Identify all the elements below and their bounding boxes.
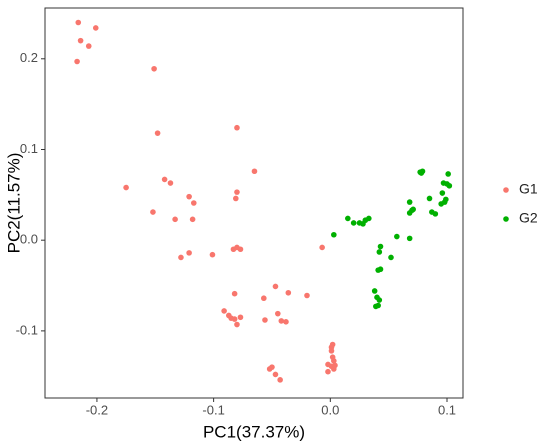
point <box>376 249 383 255</box>
point <box>443 196 449 203</box>
point <box>234 124 240 131</box>
point <box>237 314 244 321</box>
point <box>445 171 451 177</box>
point <box>272 283 279 290</box>
point <box>278 318 285 324</box>
point <box>376 297 383 303</box>
point <box>77 37 84 44</box>
legend-label: G2 <box>519 210 538 226</box>
x-tick-label: -0.2 <box>86 402 108 417</box>
point <box>446 182 453 189</box>
point <box>151 65 157 72</box>
point <box>432 211 439 217</box>
x-tick-label: 0.1 <box>438 402 456 417</box>
point <box>261 295 267 302</box>
point <box>209 251 216 258</box>
point <box>388 254 394 261</box>
point <box>272 371 279 378</box>
point <box>237 246 244 253</box>
point <box>366 215 372 222</box>
point <box>231 290 238 297</box>
x-tick-label: 0.0 <box>321 402 339 417</box>
point <box>406 235 413 242</box>
point <box>409 207 415 214</box>
point <box>377 243 384 250</box>
point <box>319 244 325 251</box>
point <box>154 130 161 136</box>
legend-marker <box>503 216 509 222</box>
y-tick-label: -0.1 <box>16 322 38 337</box>
point <box>377 266 384 273</box>
point <box>186 250 192 256</box>
y-tick-label: 0.1 <box>20 141 38 156</box>
point <box>371 288 378 294</box>
point <box>283 319 289 325</box>
point <box>228 315 234 321</box>
point <box>275 310 281 317</box>
point <box>230 246 237 253</box>
x-tick-label: -0.1 <box>202 402 224 417</box>
point <box>251 168 258 175</box>
point <box>74 58 80 65</box>
point <box>150 209 156 215</box>
point <box>189 216 196 223</box>
point <box>331 231 337 238</box>
point <box>332 362 338 369</box>
point <box>172 216 178 223</box>
point <box>186 193 192 200</box>
point <box>75 19 82 26</box>
point <box>440 180 447 186</box>
point <box>234 321 240 328</box>
point <box>123 184 129 191</box>
point <box>439 190 446 196</box>
point <box>161 176 168 183</box>
point <box>426 195 433 202</box>
point <box>345 215 351 222</box>
point <box>328 344 335 351</box>
point <box>285 289 292 296</box>
point <box>360 221 366 227</box>
point <box>394 233 400 240</box>
legend-marker <box>503 187 509 193</box>
point <box>438 201 444 207</box>
legend-label: G1 <box>519 181 538 197</box>
point <box>221 308 227 314</box>
x-axis-title: PC1(37.37%) <box>203 422 305 441</box>
point <box>375 302 381 309</box>
y-tick-label: 0.0 <box>20 232 38 247</box>
point <box>167 180 174 186</box>
point <box>325 368 331 375</box>
point <box>85 43 92 49</box>
point <box>331 358 337 364</box>
point <box>178 254 184 261</box>
plot-panel <box>44 7 464 399</box>
point <box>277 377 283 383</box>
point <box>304 292 310 299</box>
point <box>232 195 239 202</box>
point <box>406 199 413 205</box>
point <box>234 189 240 195</box>
y-tick-label: 0.2 <box>20 50 38 65</box>
point <box>266 366 273 372</box>
y-axis-title: PC2(11.57%) <box>4 153 23 254</box>
point <box>350 220 357 226</box>
point <box>262 317 268 323</box>
point <box>418 170 425 176</box>
point <box>190 200 197 206</box>
point <box>92 25 99 31</box>
